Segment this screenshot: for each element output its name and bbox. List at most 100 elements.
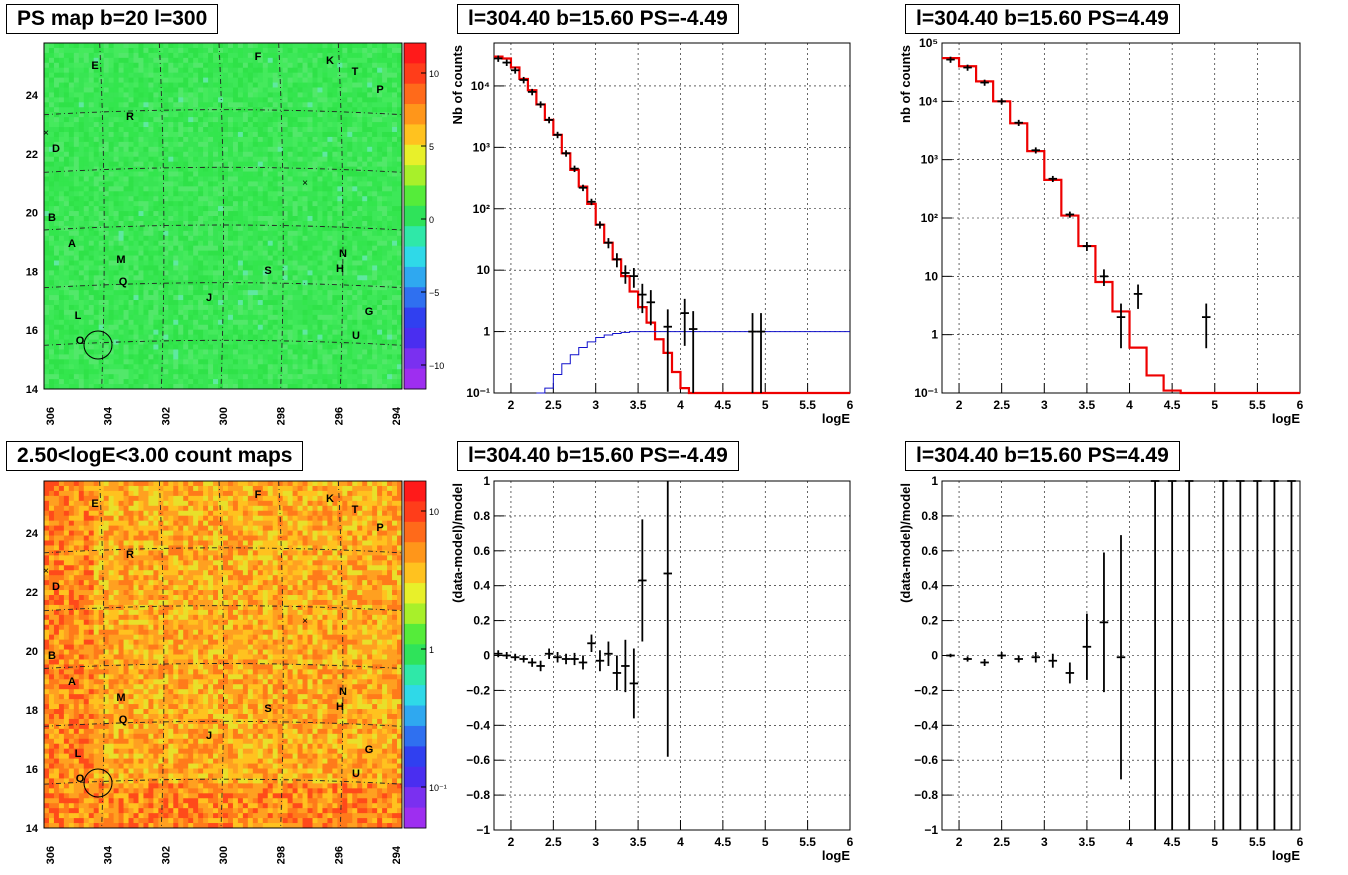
map-pixel (63, 319, 70, 326)
map-pixel (307, 141, 313, 148)
map-pixel (203, 240, 209, 247)
map-pixel (44, 211, 50, 217)
map-pixel (287, 349, 294, 355)
map-pixel (44, 171, 50, 177)
map-pixel (128, 349, 134, 355)
map-pixel (193, 270, 199, 276)
map-pixel (252, 57, 259, 64)
map-pixel (213, 379, 219, 385)
map-pixel (188, 67, 194, 74)
map-pixel (252, 364, 259, 370)
map-pixel (108, 67, 115, 74)
map-pixel (272, 220, 279, 227)
map-pixel (203, 369, 209, 375)
map-pixel (168, 52, 174, 59)
map-pixel (267, 369, 274, 375)
map-pixel (317, 43, 323, 49)
map-pixel (128, 102, 134, 108)
map-pixel (397, 97, 403, 103)
map-pixel (103, 77, 110, 83)
map-pixel (302, 196, 308, 202)
map-pixel (302, 181, 308, 187)
map-pixel (143, 161, 149, 167)
map-pixel (367, 300, 373, 306)
map-pixel (382, 97, 388, 103)
map-pixel (312, 314, 318, 321)
map-pixel (362, 225, 368, 232)
map-pixel (227, 52, 234, 59)
map-pixel (367, 161, 373, 167)
map-pixel (252, 384, 259, 390)
map-pixel (193, 339, 199, 345)
map-pixel (158, 196, 164, 202)
map-pixel (188, 329, 194, 336)
map-pixel (88, 275, 95, 281)
map-pixel (113, 260, 119, 266)
map-pixel (193, 171, 199, 177)
map-pixel (118, 280, 124, 286)
map-pixel (188, 127, 194, 133)
map-pixel (287, 92, 294, 98)
map-pixel (372, 181, 378, 187)
map-pixel (232, 47, 239, 54)
map-pixel (327, 319, 333, 326)
map-pixel (138, 156, 144, 163)
map-pixel (252, 87, 259, 93)
map-pixel (83, 290, 90, 296)
map-pixel (208, 77, 214, 83)
map-pixel (377, 112, 383, 118)
map-pixel (297, 151, 303, 158)
map-pixel (337, 225, 343, 232)
map-pixel (223, 270, 229, 276)
map-pixel (387, 339, 393, 345)
map-pixel (237, 354, 244, 360)
map-pixel (68, 201, 75, 207)
map-pixel (292, 220, 298, 227)
map-pixel (188, 379, 194, 385)
map-pixel (98, 314, 105, 321)
map-pixel (178, 87, 184, 93)
map-pixel (128, 295, 134, 301)
map-pixel (367, 240, 373, 247)
map-pixel (392, 112, 398, 118)
map-pixel (168, 117, 174, 123)
map-pixel (297, 77, 303, 83)
map-pixel (103, 354, 110, 360)
map-pixel (392, 384, 398, 390)
map-pixel (307, 324, 313, 331)
map-pixel (123, 47, 129, 54)
map-pixel (357, 161, 363, 167)
map-pixel (317, 161, 323, 167)
map-pixel (163, 314, 169, 321)
map-pixel (317, 52, 323, 59)
map-pixel (352, 334, 358, 340)
map-pixel (372, 186, 378, 192)
map-pixel (223, 374, 229, 380)
map-pixel (357, 201, 363, 207)
map-pixel (307, 354, 313, 360)
map-pixel (58, 196, 65, 202)
map-pixel (227, 191, 234, 197)
map-pixel (372, 102, 378, 108)
map-pixel (173, 270, 179, 276)
map-pixel (198, 151, 204, 158)
map-pixel (213, 265, 219, 271)
map-pixel (312, 304, 318, 311)
map-pixel (372, 290, 378, 296)
map-pixel (352, 300, 358, 306)
map-pixel (272, 166, 279, 172)
map-pixel (362, 181, 368, 187)
map-pixel (93, 161, 100, 167)
map-pixel (168, 112, 174, 118)
map-pixel (257, 354, 264, 360)
map-pixel (138, 225, 144, 232)
map-pixel (387, 344, 393, 350)
map-pixel (262, 374, 269, 380)
map-pixel (262, 131, 269, 138)
map-pixel (48, 146, 55, 153)
map-pixel (282, 161, 289, 167)
map-pixel (232, 206, 239, 212)
map-pixel (213, 304, 219, 311)
map-pixel (88, 43, 95, 49)
map-pixel (302, 52, 308, 59)
